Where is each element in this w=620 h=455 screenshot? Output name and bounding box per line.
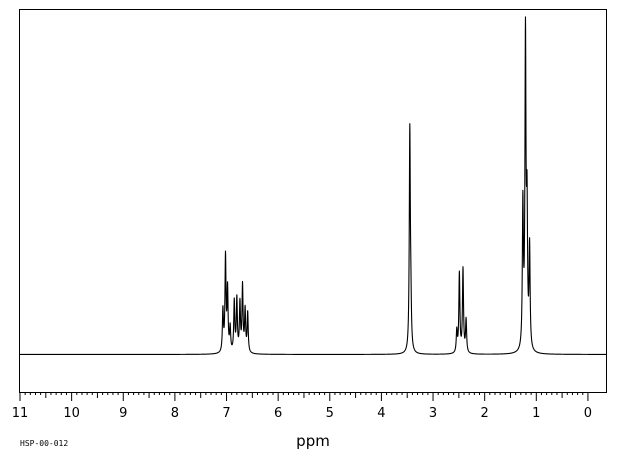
x-tick-label: 10 — [63, 406, 80, 421]
spectrum-code-label: HSP-00-012 — [20, 439, 68, 448]
x-tick-label: 0 — [584, 406, 592, 421]
x-tick-label: 5 — [326, 406, 334, 421]
x-tick-label: 9 — [119, 406, 127, 421]
x-tick-label: 7 — [222, 406, 230, 421]
x-tick-label: 8 — [171, 406, 179, 421]
x-axis-ticks — [19, 392, 589, 401]
x-tick-label: 2 — [481, 406, 489, 421]
x-tick-label: 3 — [429, 406, 437, 421]
x-axis-title: ppm — [296, 432, 330, 450]
x-axis-tick-labels: 11 10 9 8 7 6 5 4 3 2 1 0 — [12, 406, 592, 421]
spectrum-trace — [19, 16, 607, 356]
x-tick-label: 1 — [532, 406, 540, 421]
x-tick-label: 11 — [12, 406, 29, 421]
x-tick-label: 6 — [274, 406, 282, 421]
x-tick-label: 4 — [377, 406, 385, 421]
plot-frame — [19, 9, 607, 393]
